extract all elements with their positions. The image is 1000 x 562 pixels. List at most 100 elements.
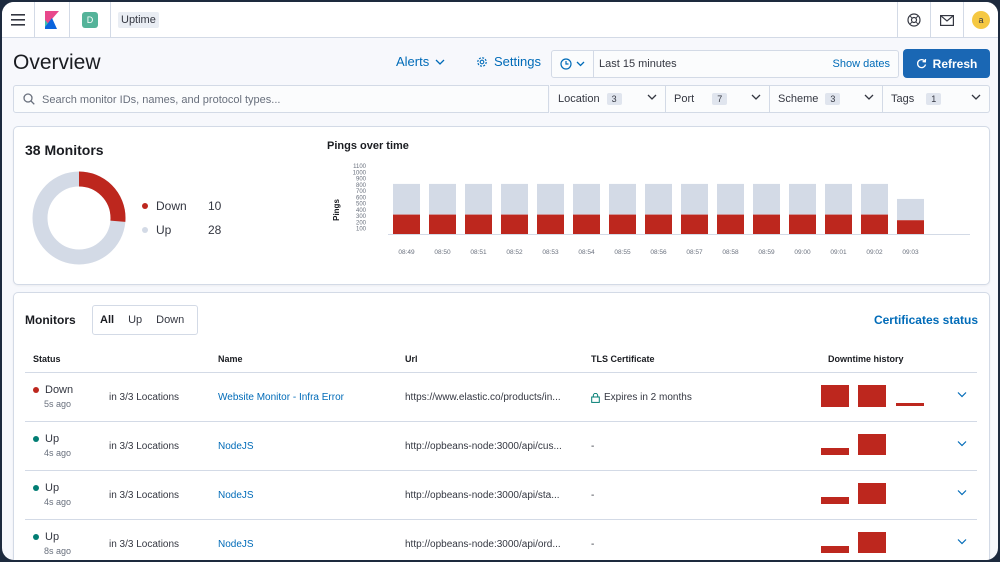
quick-select-button[interactable] xyxy=(552,51,594,77)
filter-label: Location xyxy=(558,93,600,105)
bar-down xyxy=(825,214,852,234)
y-tick-label: 100 xyxy=(356,227,367,233)
alerts-button[interactable]: Alerts xyxy=(396,54,445,69)
filter-all-button[interactable]: All xyxy=(100,314,115,326)
tls-text: Expires in 2 months xyxy=(604,392,692,403)
y-tick-label: 1100 xyxy=(353,164,367,170)
monitor-url[interactable]: http://opbeans-node:3000/api/sta... xyxy=(405,490,560,501)
downtime-bar xyxy=(858,483,886,504)
space-badge: D xyxy=(82,12,98,28)
table-row[interactable]: Down 5s ago in 3/3 Locations Website Mon… xyxy=(25,373,977,422)
status-dot-icon xyxy=(33,436,39,442)
kibana-logo-icon[interactable] xyxy=(35,2,69,38)
bar-up xyxy=(753,183,780,215)
status-text: Down xyxy=(45,384,74,396)
y-axis-label: Pings xyxy=(332,199,341,221)
monitor-url[interactable]: http://opbeans-node:3000/api/ord... xyxy=(405,539,561,550)
filter-scheme[interactable]: Scheme 3 xyxy=(770,85,883,113)
monitors-panel: Monitors All Up Down Certificates status… xyxy=(13,292,990,560)
filter-count: 3 xyxy=(825,93,841,105)
locations-text: in 3/3 Locations xyxy=(109,441,180,452)
bar-down xyxy=(501,214,528,234)
monitor-url[interactable]: https://www.elastic.co/products/in... xyxy=(405,392,561,403)
monitor-url[interactable]: http://opbeans-node:3000/api/cus... xyxy=(405,441,562,452)
tls-cell: - xyxy=(591,539,594,550)
status-text: Up xyxy=(45,433,60,445)
y-tick-label: 300 xyxy=(356,214,367,220)
filter-up-button[interactable]: Up xyxy=(128,314,143,326)
monitors-title: Monitors xyxy=(25,313,76,327)
locations-text: in 3/3 Locations xyxy=(109,539,180,550)
certificates-status-link[interactable]: Certificates status xyxy=(873,313,978,327)
bar-up xyxy=(429,183,456,215)
column-header-tls[interactable]: TLS Certificate xyxy=(591,354,655,364)
filter-location[interactable]: Location 3 xyxy=(550,85,666,113)
space-selector[interactable]: D xyxy=(70,2,110,38)
divider xyxy=(25,470,977,471)
chevron-down-icon xyxy=(435,59,445,65)
table-row[interactable]: Up 8s ago in 3/3 Locations NodeJS http:/… xyxy=(25,520,977,560)
filter-tags[interactable]: Tags 1 xyxy=(883,85,990,113)
bar-up xyxy=(789,183,816,215)
bar-up xyxy=(861,183,888,215)
table-row[interactable]: Up 4s ago in 3/3 Locations NodeJS http:/… xyxy=(25,471,977,520)
bar-down xyxy=(717,214,744,234)
bar-up xyxy=(609,183,636,215)
bar-up xyxy=(393,183,420,215)
expand-row-icon[interactable] xyxy=(957,391,967,398)
bar-up xyxy=(717,183,744,215)
status-text: Up xyxy=(45,531,60,543)
mail-icon[interactable] xyxy=(931,2,963,38)
locations-text: in 3/3 Locations xyxy=(109,490,180,501)
column-header-url[interactable]: Url xyxy=(405,354,418,364)
bar-up xyxy=(501,183,528,215)
breadcrumb[interactable]: Uptime xyxy=(118,12,159,28)
monitor-name-link[interactable]: NodeJS xyxy=(218,490,254,501)
search-input[interactable]: Search monitor IDs, names, and protocol … xyxy=(13,85,549,113)
legend-down-label: Down xyxy=(156,199,187,213)
bar-up xyxy=(537,183,564,215)
legend-down-value: 10 xyxy=(208,199,222,213)
timestamp: 4s ago xyxy=(44,497,72,507)
locations-text: in 3/3 Locations xyxy=(109,392,180,403)
column-header-status[interactable]: Status xyxy=(33,354,61,364)
tls-text: - xyxy=(591,441,595,452)
legend-up-label: Up xyxy=(156,223,172,237)
bar-down xyxy=(681,214,708,234)
expand-row-icon[interactable] xyxy=(957,489,967,496)
monitor-name-link[interactable]: Website Monitor - Infra Error xyxy=(218,392,344,403)
expand-row-icon[interactable] xyxy=(957,538,967,545)
tls-cell: - xyxy=(591,441,594,452)
show-dates-link[interactable]: Show dates xyxy=(832,58,890,70)
monitor-name-link[interactable]: NodeJS xyxy=(218,539,254,550)
pings-over-time-chart: Pings 1100100090080070060050040030020010… xyxy=(332,164,970,256)
monitor-name-link[interactable]: NodeJS xyxy=(218,441,254,452)
x-tick-label: 08:56 xyxy=(650,249,667,256)
expand-row-icon[interactable] xyxy=(957,440,967,447)
user-menu[interactable]: a xyxy=(964,2,998,38)
bar-down xyxy=(393,214,420,234)
y-tick-label: 200 xyxy=(356,220,367,226)
status-cell: Up xyxy=(33,482,59,494)
status-text: Up xyxy=(45,482,60,494)
table-row[interactable]: Up 4s ago in 3/3 Locations NodeJS http:/… xyxy=(25,422,977,471)
bar-down xyxy=(789,214,816,234)
search-icon xyxy=(23,93,35,105)
down-dot-icon xyxy=(142,203,148,209)
alerts-label: Alerts xyxy=(396,54,430,69)
x-tick-label: 08:50 xyxy=(434,249,451,256)
x-tick-label: 08:55 xyxy=(614,249,631,256)
menu-icon[interactable] xyxy=(2,2,34,38)
chevron-down-icon xyxy=(864,94,874,100)
filter-port[interactable]: Port 7 xyxy=(666,85,770,113)
help-icon[interactable] xyxy=(898,2,930,38)
bar-up xyxy=(465,183,492,215)
refresh-label: Refresh xyxy=(932,56,978,71)
date-picker[interactable]: Last 15 minutes Show dates xyxy=(551,50,899,78)
refresh-button[interactable]: Refresh xyxy=(903,49,990,78)
tls-text: - xyxy=(591,539,595,550)
filter-down-button[interactable]: Down xyxy=(156,314,185,326)
settings-button[interactable]: Settings xyxy=(476,54,541,69)
column-header-name[interactable]: Name xyxy=(218,354,243,364)
